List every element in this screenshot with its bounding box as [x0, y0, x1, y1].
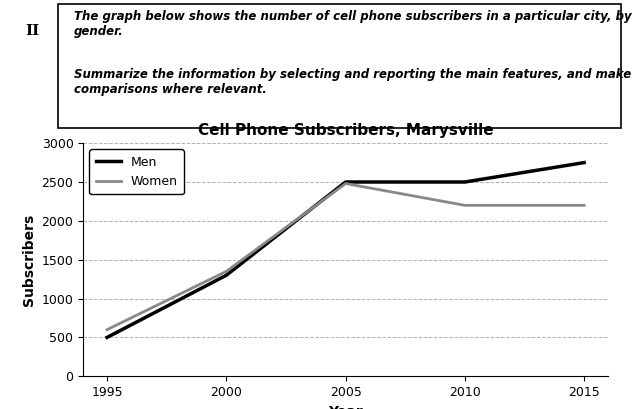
- Men: [342, 180, 349, 184]
- Y-axis label: Subscribers: Subscribers: [22, 213, 36, 306]
- Men: [580, 160, 588, 165]
- Women: [580, 203, 588, 208]
- Women: [103, 327, 111, 332]
- X-axis label: Year: Year: [328, 405, 363, 409]
- FancyBboxPatch shape: [58, 4, 621, 128]
- Men: [461, 180, 468, 184]
- Line: Men: Men: [107, 163, 584, 337]
- Legend: Men, Women: Men, Women: [90, 149, 184, 194]
- Line: Women: Women: [107, 184, 584, 330]
- Men: [103, 335, 111, 340]
- Women: [342, 181, 349, 186]
- Women: [223, 269, 230, 274]
- Women: [461, 203, 468, 208]
- Text: The graph below shows the number of cell phone subscribers in a particular city,: The graph below shows the number of cell…: [74, 11, 631, 38]
- Text: II: II: [25, 24, 39, 38]
- Men: [223, 273, 230, 278]
- Text: Summarize the information by selecting and reporting the main features, and make: Summarize the information by selecting a…: [74, 68, 631, 96]
- Title: Cell Phone Subscribers, Marysville: Cell Phone Subscribers, Marysville: [198, 123, 493, 138]
